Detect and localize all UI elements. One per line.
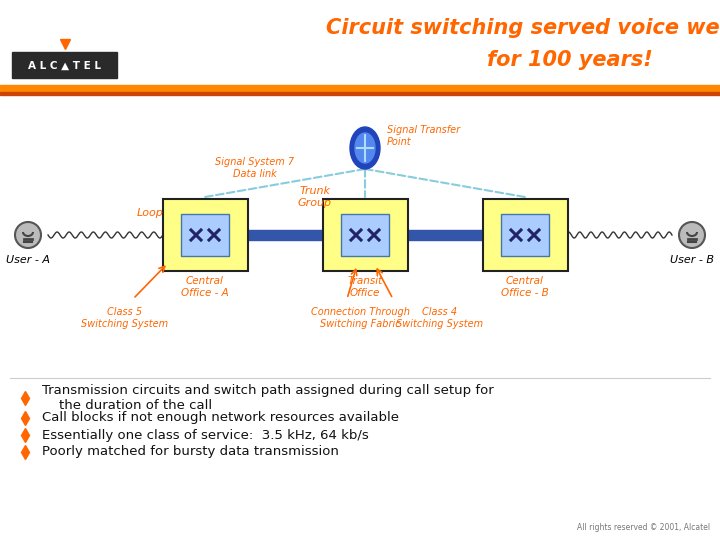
Text: Signal Transfer
Point: Signal Transfer Point bbox=[387, 125, 460, 147]
Bar bbox=[323, 199, 408, 271]
Text: Transmission circuits and switch path assigned during call setup for
    the dur: Transmission circuits and switch path as… bbox=[42, 384, 494, 412]
Bar bbox=[341, 214, 389, 256]
Text: Class 4
Switching System: Class 4 Switching System bbox=[397, 307, 484, 329]
Bar bbox=[501, 214, 549, 256]
Bar bbox=[483, 199, 568, 271]
Text: Transit
Office: Transit Office bbox=[347, 276, 382, 298]
Text: Class 5
Switching System: Class 5 Switching System bbox=[81, 307, 168, 329]
Text: User - A: User - A bbox=[6, 255, 50, 265]
Text: A L C ▲ T E L: A L C ▲ T E L bbox=[29, 61, 102, 71]
Text: User - B: User - B bbox=[670, 255, 714, 265]
Circle shape bbox=[15, 222, 41, 248]
Bar bbox=[181, 230, 549, 240]
Bar bbox=[0, 85, 720, 92]
Text: Loop: Loop bbox=[137, 208, 163, 218]
Text: Central
Office - B: Central Office - B bbox=[501, 276, 549, 298]
Text: Connection Through
Switching Fabric: Connection Through Switching Fabric bbox=[310, 307, 410, 329]
Bar bbox=[181, 214, 229, 256]
Text: Signal System 7
Data link: Signal System 7 Data link bbox=[215, 157, 294, 179]
Bar bbox=[0, 92, 720, 95]
Text: for 100 years!: for 100 years! bbox=[487, 50, 653, 70]
Text: Circuit switching served voice well: Circuit switching served voice well bbox=[326, 18, 720, 38]
Bar bbox=[12, 52, 117, 78]
Ellipse shape bbox=[355, 133, 375, 163]
Text: Call blocks if not enough network resources available: Call blocks if not enough network resour… bbox=[42, 411, 399, 424]
Text: Poorly matched for bursty data transmission: Poorly matched for bursty data transmiss… bbox=[42, 446, 339, 458]
Text: All rights reserved © 2001, Alcatel: All rights reserved © 2001, Alcatel bbox=[577, 523, 710, 532]
Ellipse shape bbox=[350, 127, 380, 169]
Text: Central
Office - A: Central Office - A bbox=[181, 276, 229, 298]
Text: Essentially one class of service:  3.5 kHz, 64 kb/s: Essentially one class of service: 3.5 kH… bbox=[42, 429, 369, 442]
Text: Trunk
Group: Trunk Group bbox=[298, 186, 332, 208]
Bar bbox=[163, 199, 248, 271]
Circle shape bbox=[679, 222, 705, 248]
